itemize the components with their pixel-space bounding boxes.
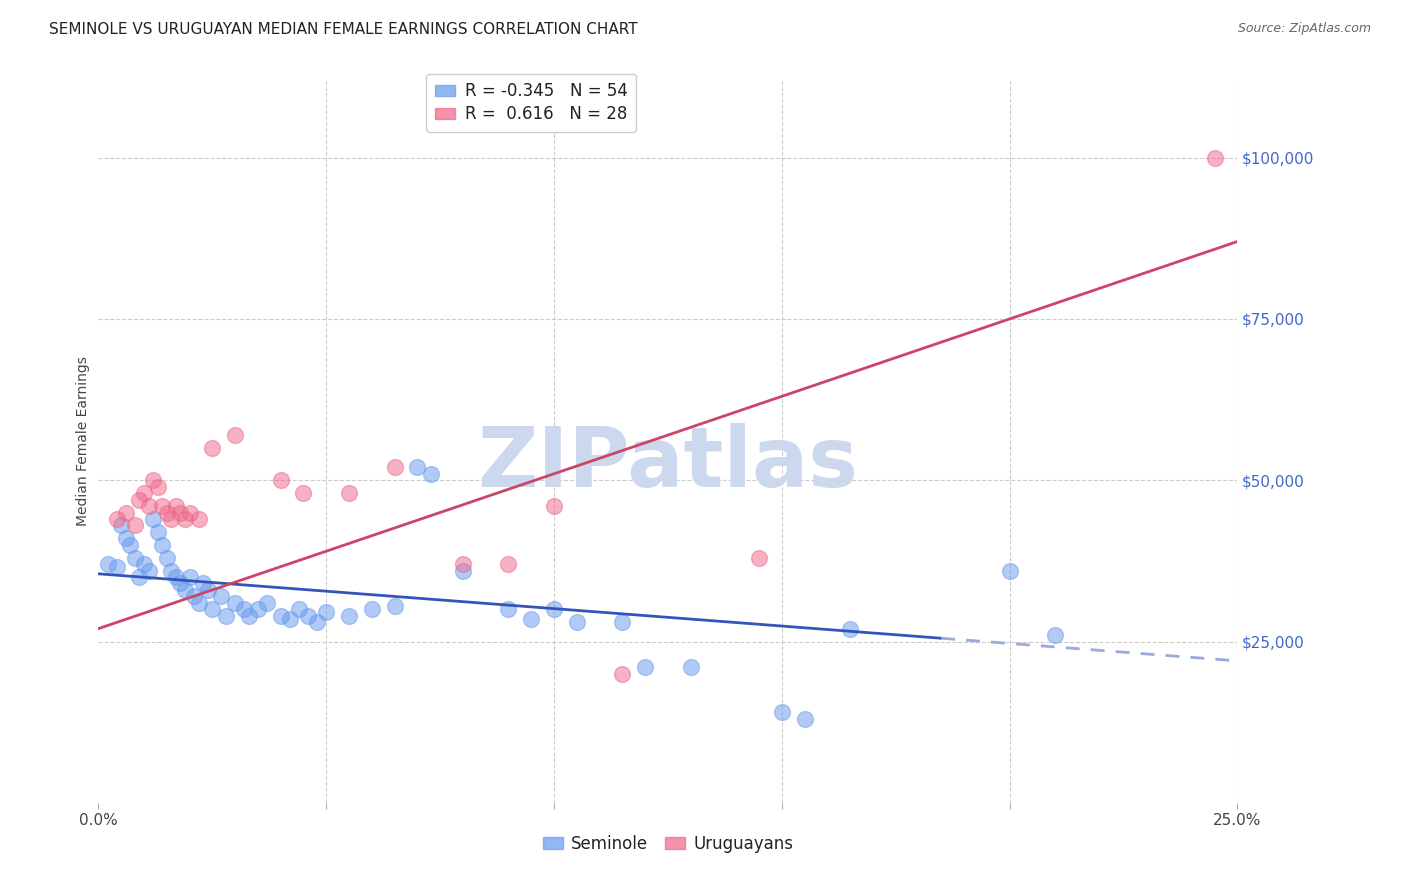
Point — [160, 512, 183, 526]
Point — [270, 473, 292, 487]
Point — [215, 608, 238, 623]
Point — [498, 557, 520, 571]
Legend: Seminole, Uruguayans: Seminole, Uruguayans — [536, 828, 800, 860]
Point — [114, 531, 136, 545]
Point — [150, 499, 173, 513]
Point — [146, 480, 169, 494]
Point — [124, 550, 146, 565]
Point — [114, 506, 136, 520]
Point — [420, 467, 443, 481]
Point — [839, 622, 862, 636]
Point — [142, 512, 165, 526]
Text: SEMINOLE VS URUGUAYAN MEDIAN FEMALE EARNINGS CORRELATION CHART: SEMINOLE VS URUGUAYAN MEDIAN FEMALE EARN… — [49, 22, 638, 37]
Point — [169, 576, 191, 591]
Point — [128, 492, 150, 507]
Point — [634, 660, 657, 674]
Point — [498, 602, 520, 616]
Point — [209, 590, 232, 604]
Point — [246, 602, 269, 616]
Point — [1043, 628, 1066, 642]
Point — [124, 518, 146, 533]
Point — [307, 615, 329, 630]
Point — [793, 712, 815, 726]
Point — [288, 602, 311, 616]
Point — [224, 428, 246, 442]
Point — [160, 564, 183, 578]
Point — [520, 612, 543, 626]
Point — [612, 615, 634, 630]
Point — [174, 582, 197, 597]
Point — [128, 570, 150, 584]
Text: ZIPatlas: ZIPatlas — [478, 423, 858, 504]
Point — [174, 512, 197, 526]
Point — [451, 564, 474, 578]
Point — [543, 602, 565, 616]
Point — [543, 499, 565, 513]
Point — [406, 460, 429, 475]
Point — [96, 557, 118, 571]
Point — [105, 560, 128, 574]
Point — [224, 596, 246, 610]
Point — [201, 441, 224, 455]
Point — [187, 596, 209, 610]
Point — [120, 538, 142, 552]
Y-axis label: Median Female Earnings: Median Female Earnings — [76, 357, 90, 526]
Point — [156, 506, 179, 520]
Point — [193, 576, 215, 591]
Point — [256, 596, 278, 610]
Point — [679, 660, 702, 674]
Point — [270, 608, 292, 623]
Point — [201, 602, 224, 616]
Point — [998, 564, 1021, 578]
Point — [142, 473, 165, 487]
Point — [384, 460, 406, 475]
Point — [233, 602, 256, 616]
Point — [183, 590, 205, 604]
Point — [179, 570, 201, 584]
Point — [138, 499, 160, 513]
Point — [146, 524, 169, 539]
Point — [315, 606, 337, 620]
Point — [165, 570, 187, 584]
Point — [384, 599, 406, 613]
Point — [451, 557, 474, 571]
Point — [179, 506, 201, 520]
Point — [770, 706, 793, 720]
Point — [238, 608, 260, 623]
Point — [360, 602, 382, 616]
Point — [565, 615, 588, 630]
Point — [748, 550, 770, 565]
Point — [138, 564, 160, 578]
Point — [337, 486, 360, 500]
Point — [110, 518, 132, 533]
Point — [292, 486, 315, 500]
Point — [156, 550, 179, 565]
Point — [165, 499, 187, 513]
Point — [1204, 151, 1226, 165]
Point — [278, 612, 301, 626]
Point — [169, 506, 191, 520]
Point — [612, 666, 634, 681]
Point — [297, 608, 319, 623]
Point — [187, 512, 209, 526]
Point — [197, 582, 219, 597]
Text: Source: ZipAtlas.com: Source: ZipAtlas.com — [1237, 22, 1371, 36]
Point — [132, 557, 155, 571]
Point — [105, 512, 128, 526]
Point — [150, 538, 173, 552]
Point — [132, 486, 155, 500]
Point — [337, 608, 360, 623]
